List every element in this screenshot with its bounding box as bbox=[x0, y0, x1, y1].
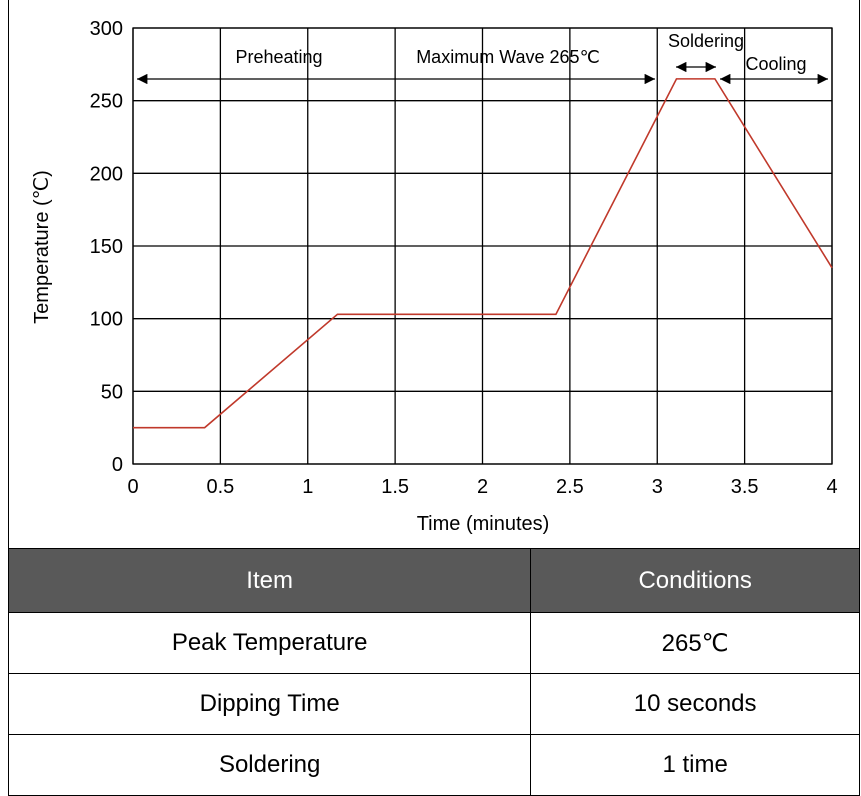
temperature-profile-chart: 0 0.5 1 1.5 2 2.5 3 3.5 4 0 50 100 150 200 250 300 Preh… bbox=[31, 18, 838, 535]
x-tick-label: 2.5 bbox=[556, 476, 584, 498]
x-axis-label: Time (minutes) bbox=[417, 513, 550, 535]
table-row: Dipping Time 10 seconds bbox=[7, 673, 860, 735]
x-tick-label: 3 bbox=[652, 476, 663, 498]
cell-condition: 10 seconds bbox=[530, 673, 860, 735]
soldering-label: Soldering bbox=[668, 31, 744, 51]
cell-condition: 265℃ bbox=[530, 612, 860, 674]
cell-item: Peak Temperature bbox=[7, 612, 532, 674]
table-row: Peak Temperature 265℃ bbox=[7, 612, 860, 674]
maximum-wave-label: Maximum Wave 265℃ bbox=[416, 47, 600, 67]
y-tick-label: 0 bbox=[112, 454, 123, 476]
cooling-label: Cooling bbox=[745, 54, 806, 74]
plot-frame bbox=[132, 27, 833, 465]
y-tick-label: 300 bbox=[90, 18, 123, 40]
y-tick-label: 150 bbox=[90, 236, 123, 258]
figure-frame bbox=[8, 0, 860, 788]
y-tick-label: 250 bbox=[90, 91, 123, 113]
axes: 0 0.5 1 1.5 2 2.5 3 3.5 4 0 50 100 150 200 250 300 bbox=[90, 18, 838, 498]
conditions-table: Item Conditions Peak Temperature 265℃ Di… bbox=[7, 548, 860, 796]
cell-condition: 1 time bbox=[530, 734, 860, 796]
y-tick-label: 50 bbox=[101, 381, 123, 403]
header-item: Item bbox=[7, 548, 532, 613]
table-row: Soldering 1 time bbox=[7, 734, 860, 796]
cell-item: Soldering bbox=[7, 734, 532, 796]
x-tick-label: 1.5 bbox=[381, 476, 409, 498]
cell-item: Dipping Time bbox=[7, 673, 532, 735]
x-tick-label: 2 bbox=[477, 476, 488, 498]
table-header-row: Item Conditions bbox=[7, 548, 860, 613]
y-tick-label: 200 bbox=[90, 163, 123, 185]
header-conditions: Conditions bbox=[530, 548, 860, 613]
x-tick-label: 3.5 bbox=[731, 476, 759, 498]
y-axis-label: Temperature (℃) bbox=[31, 170, 53, 324]
x-tick-label: 0 bbox=[127, 476, 138, 498]
x-tick-label: 4 bbox=[826, 476, 837, 498]
temperature-curve bbox=[133, 78, 833, 429]
x-tick-label: 0.5 bbox=[206, 476, 234, 498]
preheating-label: Preheating bbox=[235, 47, 322, 67]
annotations: Preheating Maximum Wave 265℃ Soldering C… bbox=[137, 31, 828, 85]
x-tick-label: 1 bbox=[302, 476, 313, 498]
series bbox=[133, 78, 833, 429]
y-tick-label: 100 bbox=[90, 309, 123, 331]
